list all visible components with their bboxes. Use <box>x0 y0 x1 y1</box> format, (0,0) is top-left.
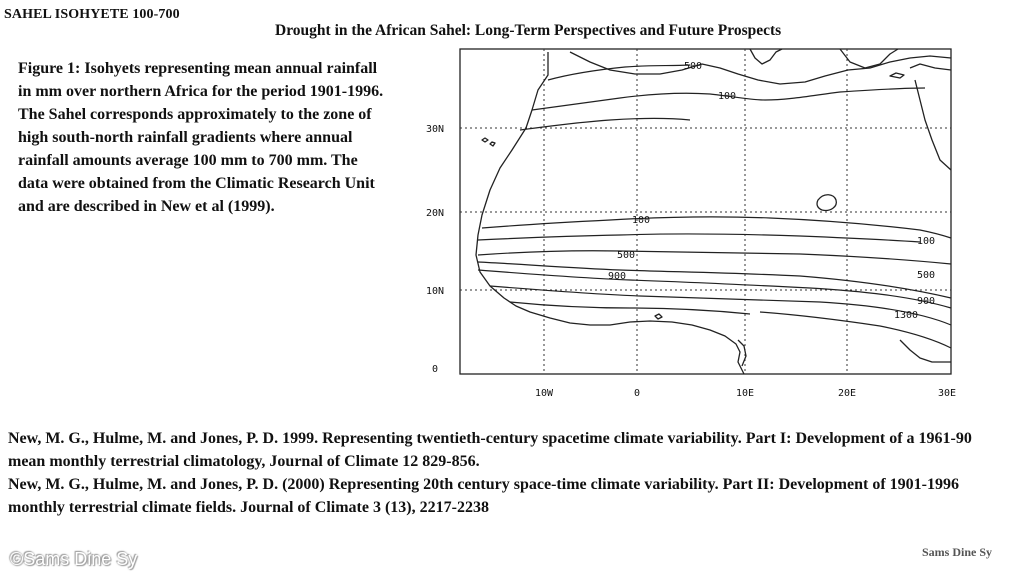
island-small-3 <box>654 313 663 320</box>
isohyet-congo <box>759 311 952 349</box>
gulf-of-guinea-bump <box>737 339 747 367</box>
contour-label-sahel-900-west: 900 <box>608 271 626 282</box>
watermark-left: ©Sams Dine Sy <box>10 549 138 569</box>
isohyet-map: 500 100 100 100 500 500 900 900 1300 30N… <box>420 40 960 405</box>
isohyet-sahel-100-b <box>477 233 921 243</box>
lon-label-10w: 10W <box>535 388 554 399</box>
reference-1: New, M. G., Hulme, M. and Jones, P. D. 1… <box>8 430 972 470</box>
contour-label-sahel-500-west: 500 <box>617 250 635 261</box>
isohyet-north-100 <box>531 87 926 111</box>
lat-label-30n: 30N <box>426 124 444 135</box>
isohyet-north-100-b <box>519 117 691 131</box>
figure-caption: Figure 1: Isohyets representing mean ann… <box>18 60 384 215</box>
isohyet-sahel-500 <box>477 250 952 265</box>
contour-label-sahel-1300: 1300 <box>894 310 918 321</box>
isohyet-guinea <box>509 301 751 315</box>
latitude-labels: 30N 20N 10N 0 <box>426 124 444 375</box>
contour-label-sahel-100-east: 100 <box>917 236 935 247</box>
contour-label-north-100: 100 <box>718 91 736 102</box>
isohyet-sahel-900-b <box>477 269 952 309</box>
watermark-right: Sams Dine Sy <box>921 545 992 559</box>
isohyets <box>477 64 952 349</box>
isohyet-sahel-900 <box>477 261 952 299</box>
contour-label-sahel-500-east: 500 <box>917 270 935 281</box>
island-small-2 <box>489 141 496 147</box>
gulf-coast-east <box>899 339 951 363</box>
lon-label-0: 0 <box>634 388 640 399</box>
island <box>816 194 837 212</box>
africa-west-coast <box>475 52 745 375</box>
lat-label-0: 0 <box>432 364 438 375</box>
europe-coast <box>839 48 899 69</box>
mediterranean-coast-east <box>749 48 783 65</box>
longitude-labels: 10W 0 10E 20E 30E <box>535 388 956 399</box>
contour-labels: 500 100 100 100 500 500 900 900 1300 <box>608 61 935 321</box>
lon-label-10e: 10E <box>736 388 754 399</box>
isohyet-sahel-1300 <box>489 285 952 326</box>
red-sea-coast <box>914 79 952 171</box>
africa-north-coast <box>569 51 952 85</box>
island-small <box>481 137 489 143</box>
contour-label-sahel-100-west: 100 <box>632 215 650 226</box>
contour-label-sahel-900-east: 900 <box>917 296 935 307</box>
reference-2: New, M. G., Hulme, M. and Jones, P. D. (… <box>8 476 959 516</box>
anatolia-coast <box>909 63 952 71</box>
lon-label-20e: 20E <box>838 388 856 399</box>
top-left-title: SAHEL ISOHYETE 100-700 <box>4 7 180 22</box>
mediterranean-island <box>889 72 905 79</box>
isohyet-map-svg: 500 100 100 100 500 500 900 900 1300 30N… <box>426 48 956 399</box>
isohyet-north-500 <box>547 64 691 81</box>
lat-label-20n: 20N <box>426 208 444 219</box>
page-title: Drought in the African Sahel: Long-Term … <box>275 22 782 39</box>
lon-label-30e: 30E <box>938 388 956 399</box>
coastline <box>475 48 952 375</box>
lat-label-10n: 10N <box>426 286 444 297</box>
isohyet-sahel-100 <box>481 216 952 239</box>
contour-label-north-500: 500 <box>684 61 702 72</box>
references: New, M. G., Hulme, M. and Jones, P. D. 1… <box>8 427 1008 519</box>
